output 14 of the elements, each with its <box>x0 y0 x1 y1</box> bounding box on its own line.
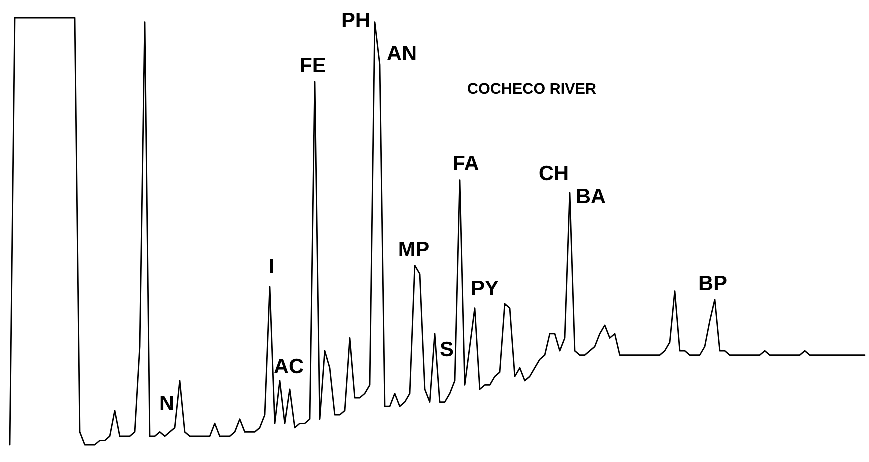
annotation: CH <box>540 166 568 181</box>
annotation: BP <box>700 276 727 290</box>
annotation: AC <box>274 358 304 374</box>
annotation: FE <box>301 58 326 72</box>
annotation: AN <box>387 46 416 60</box>
annotation: PH <box>342 13 370 28</box>
annotation: MP <box>400 242 429 256</box>
text: COCHECO RIVER <box>468 83 596 94</box>
annotation: BA <box>577 189 606 204</box>
annotation: FA <box>454 156 479 170</box>
annotation: N <box>160 396 174 410</box>
annotation: S <box>440 342 454 357</box>
annotation: I <box>270 259 274 274</box>
annotation: PY <box>472 281 499 296</box>
